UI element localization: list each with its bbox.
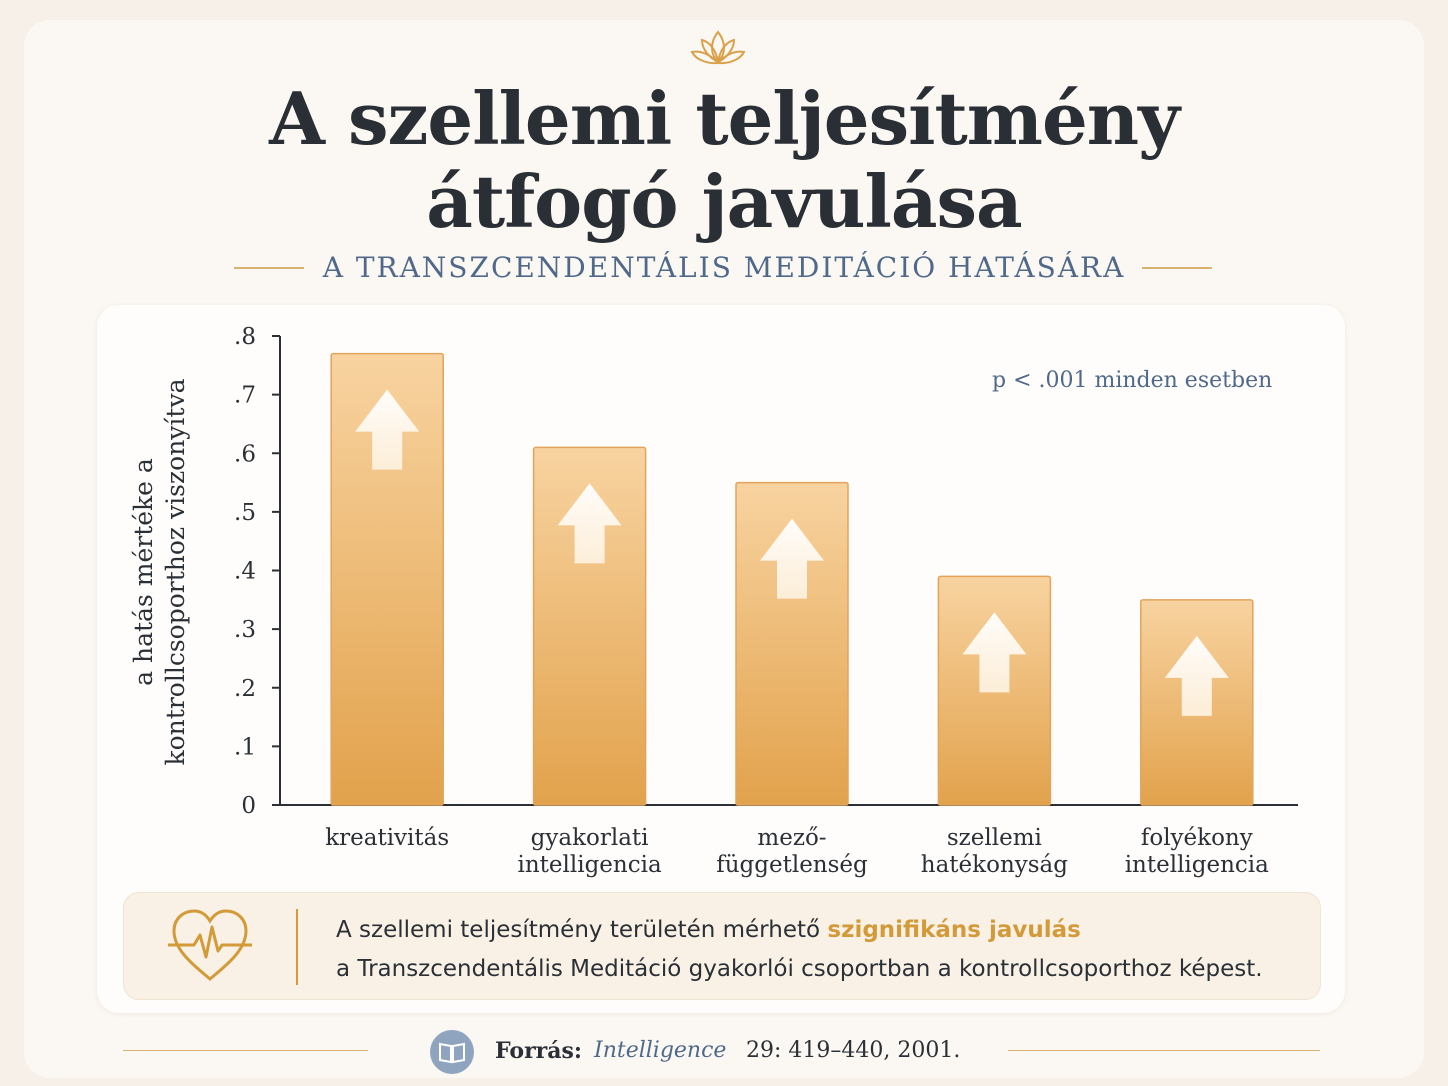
source-label: Forrás:: [495, 1038, 583, 1064]
significance-note: p < .001 minden esetben: [992, 368, 1273, 393]
source-row: [0, 1028, 1448, 1074]
y-tick-label: .5: [234, 500, 256, 526]
source-journal: Intelligence: [594, 1038, 727, 1063]
up-arrow-icon: [962, 612, 1027, 693]
y-tick-label: .7: [234, 383, 256, 409]
page-title-line1: A szellemi teljesítmény: [269, 76, 1180, 161]
up-arrow-icon: [1164, 635, 1229, 716]
source-rule-right: [1008, 1050, 1320, 1051]
y-tick-label: .3: [234, 617, 256, 643]
subtitle-row: A TRANSZCENDENTÁLIS MEDITÁCIÓ HATÁSÁRA: [0, 248, 1448, 288]
y-tick-label: .4: [234, 559, 256, 585]
source-reference: 29: 419–440, 2001.: [746, 1038, 961, 1063]
x-tick-label: függetlenség: [716, 852, 868, 878]
info-text: A szellemi teljesítmény területén mérhet…: [336, 917, 828, 943]
bar: [330, 352, 444, 806]
x-tick-label: intelligencia: [517, 852, 661, 878]
info-line2: a Transzcendentális Meditáció gyakorlói …: [336, 956, 1263, 982]
info-highlight: szignifikáns javulás: [827, 917, 1081, 943]
y-tick-label: .1: [234, 734, 256, 760]
x-tick-label: kreativitás: [325, 825, 449, 851]
y-tick-label: .2: [234, 676, 256, 702]
y-tick-label: 0: [241, 793, 256, 819]
up-arrow-icon: [760, 518, 824, 599]
x-tick-label: gyakorlati: [531, 825, 649, 851]
y-tick-label: .6: [234, 441, 256, 467]
bar: [532, 446, 647, 806]
x-tick-label: szellemi: [947, 825, 1042, 851]
x-tick-label: mező-: [757, 825, 826, 851]
page-title-line2: átfogó javulása: [426, 159, 1022, 244]
info-box: A szellemi teljesítmény területén mérhet…: [123, 892, 1321, 1000]
up-arrow-icon: [355, 389, 420, 470]
lotus-icon: [690, 30, 746, 65]
subtitle: A TRANSZCENDENTÁLIS MEDITÁCIÓ HATÁSÁRA: [322, 251, 1126, 284]
x-tick-label: folyékony: [1141, 825, 1253, 851]
source-rule-left: [123, 1050, 368, 1051]
subtitle-rule-right: [1142, 267, 1212, 269]
x-tick-label: intelligencia: [1125, 852, 1269, 878]
bar: [735, 481, 849, 806]
x-tick-label: hatékonyság: [921, 852, 1068, 878]
info-divider: [296, 909, 298, 985]
info-line1: A szellemi teljesítmény területén mérhet…: [336, 917, 1081, 943]
up-arrow-icon: [557, 483, 622, 564]
heart-pulse-icon: [168, 909, 252, 981]
y-tick-label: .8: [234, 324, 256, 350]
book-icon: [430, 1030, 474, 1074]
subtitle-rule-left: [234, 267, 304, 269]
